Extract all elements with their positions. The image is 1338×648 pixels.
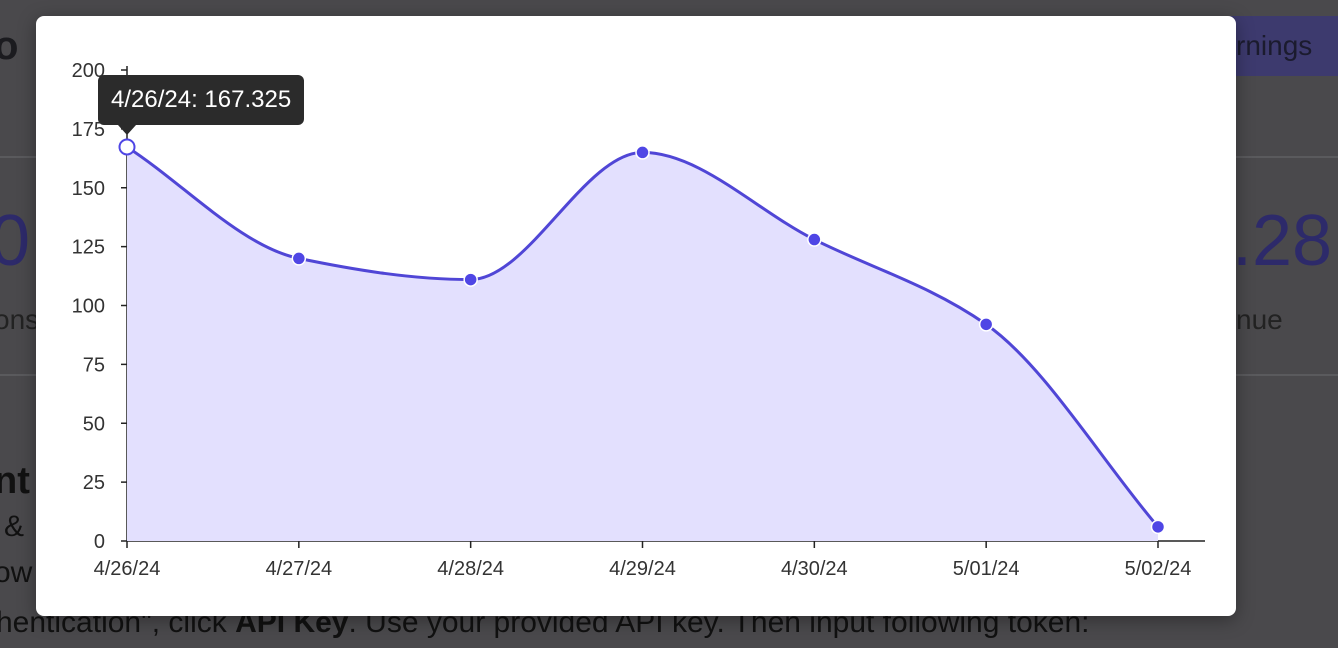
- y-tick-label: 125: [72, 237, 105, 259]
- stat-label-right: nue: [1236, 304, 1283, 335]
- y-tick-label: 200: [72, 60, 105, 82]
- data-point: [463, 272, 478, 287]
- section-heading: nt: [0, 460, 30, 502]
- data-point: [291, 251, 307, 266]
- x-tick-label: 4/28/24: [437, 558, 504, 580]
- y-tick-label: 175: [72, 119, 105, 141]
- earnings-tab[interactable]: rnings: [1216, 16, 1338, 76]
- x-tick-label: 4/26/24: [94, 558, 161, 580]
- stat-value-right: .28: [1232, 201, 1333, 281]
- y-tick-label: 75: [83, 354, 105, 376]
- data-point: [635, 145, 650, 160]
- area-fill: [127, 146, 1158, 541]
- x-tick-label: 4/29/24: [609, 558, 676, 580]
- data-point-active: [118, 138, 136, 156]
- x-tick-label: 4/30/24: [781, 558, 848, 580]
- x-tick-label: 4/27/24: [265, 558, 332, 580]
- data-point: [1150, 519, 1166, 535]
- tooltip: 4/26/24: 167.325: [98, 75, 305, 135]
- y-tick-label: 0: [94, 531, 105, 553]
- data-point: [978, 317, 994, 332]
- x-axis: 4/26/24 4/27/24 4/28/24 4/29/24 4/30/24 5/01/…: [94, 540, 1205, 580]
- body-text: &: [4, 510, 25, 543]
- y-tick-label: 100: [72, 296, 105, 318]
- chart-modal: 0 25 50 75 100 125 150 175 200 4/26/24 4/27/24 4/2…: [36, 16, 1236, 616]
- y-tick-label: 150: [72, 178, 105, 200]
- stat-value-left: 0: [0, 201, 31, 281]
- x-tick-label: 5/02/24: [1125, 558, 1192, 580]
- y-tick-label: 50: [83, 413, 105, 435]
- page-title: o: [0, 24, 19, 68]
- body-text: ow: [0, 556, 33, 589]
- stat-label-left: ons: [0, 304, 40, 335]
- data-point: [807, 232, 822, 247]
- x-tick-label: 5/01/24: [953, 558, 1020, 580]
- y-tick-label: 25: [83, 472, 105, 494]
- data-points: [118, 138, 1166, 535]
